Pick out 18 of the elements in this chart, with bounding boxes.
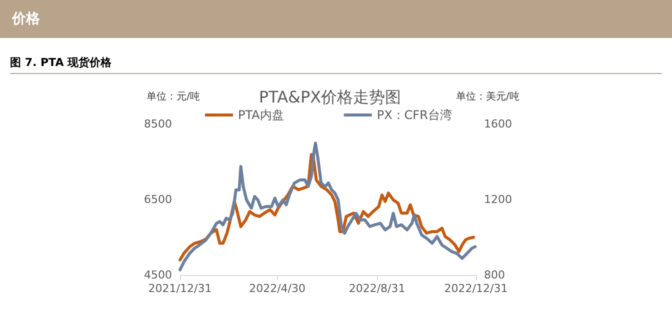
y-tick-label: 8500 <box>144 118 172 130</box>
y2-axis-title: 单位：美元/吨 <box>456 90 520 102</box>
x-tick-label: 2021/12/31 <box>148 282 212 295</box>
y-axis-title: 单位：元/吨 <box>146 90 200 102</box>
line-series <box>178 142 477 272</box>
legend-label: PX：CFR台湾 <box>376 108 452 122</box>
y2-tick-label: 1200 <box>484 193 512 206</box>
x-tick-label: 2022/8/31 <box>348 282 406 295</box>
x-tick-label: 2022/4/30 <box>249 282 306 295</box>
y2-tick-label: 800 <box>484 268 505 282</box>
chart-title: PTA&PX价格走势图 <box>258 88 402 106</box>
y2-tick-label: 1600 <box>484 118 512 130</box>
text: 图 7. PTA 现货价格 <box>10 55 662 74</box>
y-tick-label: 6500 <box>144 193 172 206</box>
x-tick-label: 2022/12/31 <box>444 282 508 295</box>
legend-label: PTA内盘 <box>238 108 284 122</box>
text: 价格 <box>0 0 672 38</box>
y-tick-label: 4500 <box>144 268 172 282</box>
